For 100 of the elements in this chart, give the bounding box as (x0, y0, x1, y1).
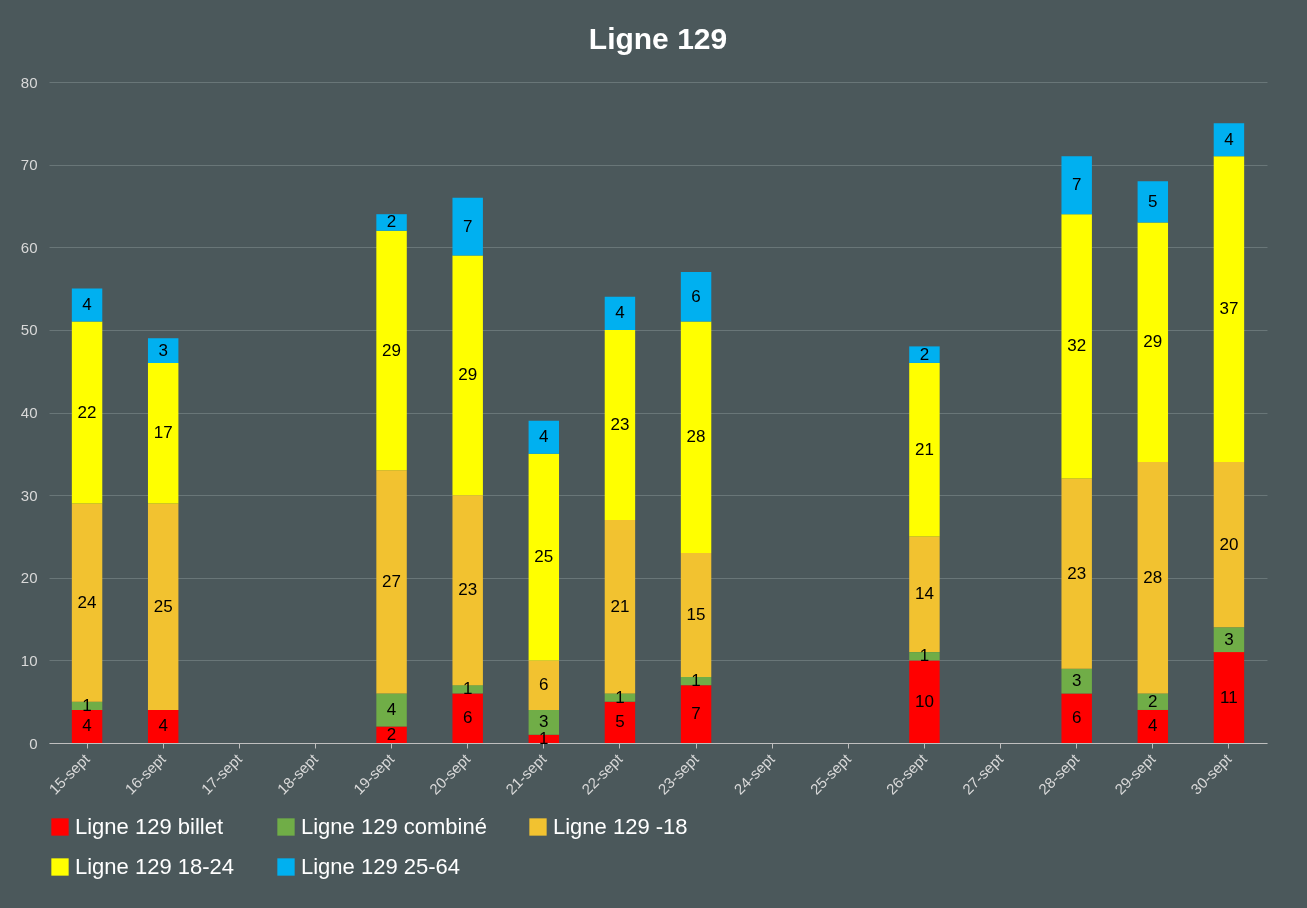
data-label: 27 (382, 571, 402, 591)
bar (147, 503, 179, 710)
legend-label: Ligne 129 -18 (553, 814, 688, 839)
data-label: 5 (615, 712, 625, 732)
data-label: 15 (686, 604, 706, 624)
bar (1061, 214, 1092, 479)
data-label: 7 (1071, 175, 1082, 195)
bar (909, 346, 940, 363)
bar (147, 709, 179, 743)
data-label: 6 (1071, 708, 1082, 728)
bar (1213, 156, 1245, 463)
data-label: 4 (82, 716, 92, 736)
bar (1213, 652, 1245, 743)
bar (680, 272, 712, 322)
bar (376, 726, 407, 743)
data-label: 7 (462, 216, 473, 236)
bar (1061, 478, 1092, 669)
bar (680, 321, 712, 553)
bar (452, 255, 483, 496)
bar (1137, 709, 1169, 743)
data-label: 4 (158, 716, 168, 736)
data-label: 17 (153, 423, 173, 443)
bar (604, 296, 636, 330)
bar (1213, 462, 1245, 628)
data-label: 6 (462, 708, 473, 728)
data-label: 14 (914, 584, 934, 604)
data-label: 4 (82, 295, 92, 315)
y-tick-label: 70 (20, 156, 38, 174)
bar (1213, 627, 1245, 653)
bar (1137, 462, 1169, 694)
data-label: 4 (386, 699, 397, 719)
data-label: 22 (77, 402, 97, 422)
data-label: 29 (458, 365, 478, 385)
bar (604, 701, 636, 743)
data-label: 28 (686, 427, 706, 447)
legend-label: Ligne 129 18-24 (75, 854, 235, 879)
data-label: 3 (539, 712, 549, 732)
chart-title: Ligne 129 (588, 22, 728, 55)
y-tick-label: 60 (20, 238, 38, 256)
data-label: 5 (1148, 191, 1158, 211)
data-label: 3 (158, 340, 168, 360)
data-label: 3 (1071, 671, 1082, 691)
data-label: 11 (1220, 687, 1238, 707)
bar (147, 362, 179, 504)
data-label: 4 (539, 427, 549, 447)
y-tick-label: 50 (20, 321, 38, 339)
bar (909, 362, 940, 537)
bar (1137, 181, 1169, 223)
bar (147, 338, 179, 363)
y-tick-label: 0 (29, 734, 38, 752)
bar (1061, 156, 1092, 215)
data-label: 1 (462, 679, 473, 699)
data-label: 28 (1143, 567, 1163, 587)
bar (528, 660, 560, 710)
bar (452, 197, 483, 256)
data-label: 6 (691, 286, 701, 306)
data-label: 6 (539, 675, 549, 695)
bar (1213, 123, 1245, 157)
data-label: 1 (82, 695, 92, 715)
bar (604, 329, 636, 520)
bar (71, 288, 103, 322)
data-label: 29 (1143, 332, 1163, 352)
y-tick-label: 10 (20, 651, 38, 669)
data-label: 2 (1148, 691, 1158, 711)
bar (71, 321, 103, 504)
bar (376, 470, 407, 694)
bar (376, 230, 407, 471)
bar (1061, 693, 1092, 743)
data-label: 25 (153, 596, 173, 616)
data-label: 7 (691, 704, 701, 724)
bar (71, 709, 103, 743)
data-label: 21 (914, 439, 934, 459)
data-label: 37 (1219, 299, 1239, 319)
bar (528, 420, 560, 454)
data-label: 1 (615, 687, 625, 707)
data-label: 4 (1224, 129, 1234, 149)
data-label: 29 (382, 340, 402, 360)
data-label: 2 (386, 212, 397, 232)
bar (909, 660, 940, 743)
data-label: 24 (77, 592, 97, 612)
legend-label: Ligne 129 billet (75, 814, 224, 839)
y-tick-label: 40 (20, 404, 38, 421)
data-label: 20 (1219, 534, 1239, 554)
legend-label: Ligne 129 combiné (301, 814, 487, 839)
bar (376, 214, 407, 231)
data-label: 25 (534, 547, 554, 567)
data-label: 10 (914, 691, 934, 711)
data-label: 4 (1148, 716, 1158, 736)
bar (376, 693, 407, 727)
data-label: 21 (610, 596, 630, 616)
data-label: 23 (1067, 563, 1087, 583)
data-label: 23 (610, 414, 630, 434)
bar (528, 453, 560, 661)
y-tick-label: 80 (20, 73, 38, 91)
legend-label: Ligne 129 25-64 (301, 854, 461, 879)
data-label: 32 (1067, 336, 1087, 356)
y-tick-label: 30 (20, 486, 38, 504)
data-label: 1 (919, 646, 930, 666)
bar (680, 685, 712, 743)
data-label: 2 (919, 344, 930, 364)
